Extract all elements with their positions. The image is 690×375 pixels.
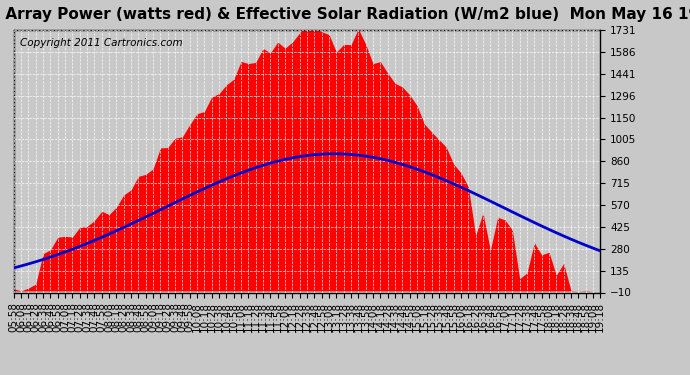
Text: Copyright 2011 Cartronics.com: Copyright 2011 Cartronics.com (19, 38, 182, 48)
Text: East Array Power (watts red) & Effective Solar Radiation (W/m2 blue)  Mon May 16: East Array Power (watts red) & Effective… (0, 8, 690, 22)
